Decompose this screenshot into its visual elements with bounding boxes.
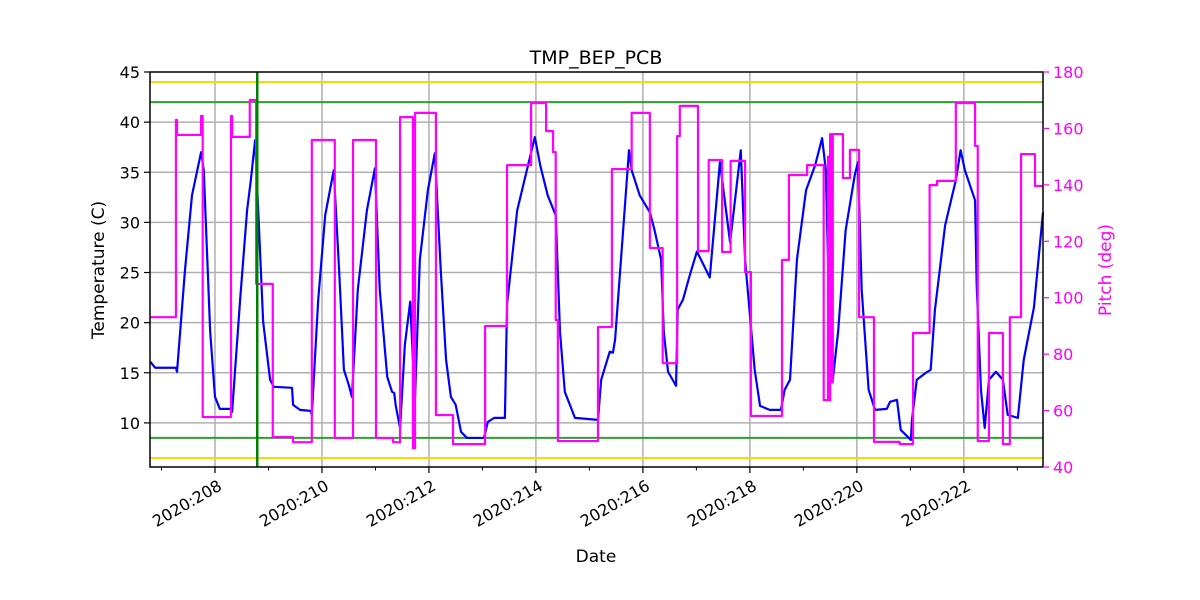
x-tick-label: 2020:208 [149,476,225,531]
y2-tick-label: 120 [1053,232,1084,251]
y-tick-label: 35 [120,163,140,182]
y-tick-label: 40 [120,113,140,132]
y-axis-label: Temperature (C) [89,201,109,340]
x-tick-label: 2020:220 [791,476,867,531]
x-tick-label: 2020:218 [684,476,760,531]
y2-tick-label: 60 [1053,402,1073,421]
plot-area [149,72,1045,467]
chart-title: TMP_BEP_PCB [529,47,663,69]
axes: 2020:208 2020:210 2020:212 2020:214 2020:216… [120,63,1084,531]
x-tick-label: 2020:214 [470,476,546,531]
y-tick-label: 20 [120,314,140,333]
plot-frame [149,71,1044,468]
y2-tick-label: 180 [1053,63,1084,82]
x-tick-label: 2020:222 [898,476,974,531]
y-tick-label: 25 [120,264,140,283]
temperature-series-line [149,136,1045,442]
y-tick-label: 10 [120,414,140,433]
y2-tick-label: 160 [1053,119,1084,138]
y-tick-label: 30 [120,213,140,232]
grid [150,72,1043,467]
x-axis-label: Date [576,547,617,567]
y-tick-label: 45 [120,63,140,82]
x-tick-label: 2020:210 [256,476,332,531]
y2-axis-label: Pitch (deg) [1096,224,1116,316]
y-tick-label: 15 [120,364,140,383]
y2-tick-label: 100 [1053,289,1084,308]
y2-tick-label: 40 [1053,458,1073,477]
x-tick-label: 2020:216 [577,476,653,531]
y2-tick-label: 140 [1053,176,1084,195]
pitch-series-line [150,98,1043,450]
y2-tick-label: 80 [1053,345,1073,364]
x-tick-label: 2020:212 [363,476,439,531]
